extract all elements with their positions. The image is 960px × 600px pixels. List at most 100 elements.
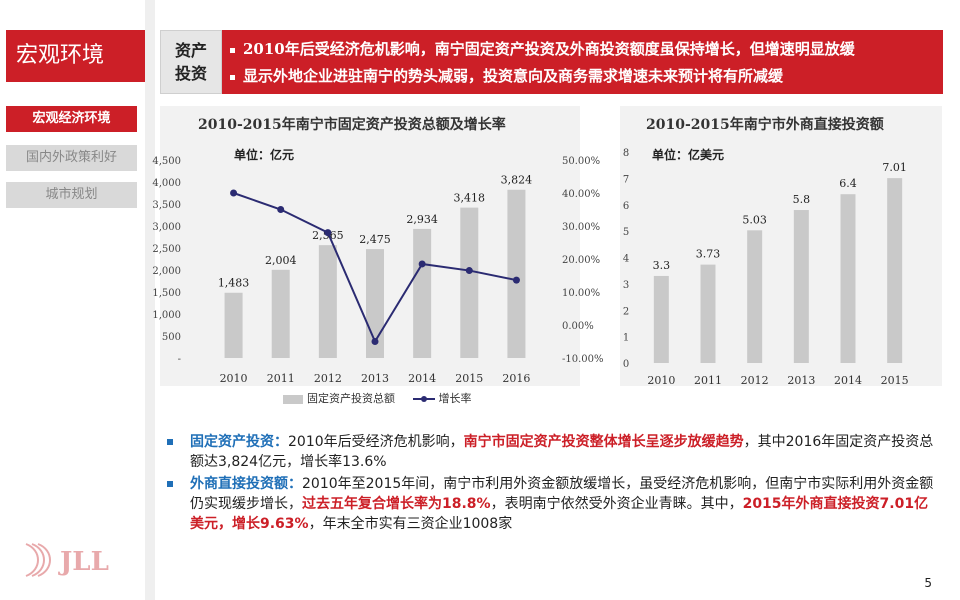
bullet-fixed-asset: 固定资产投资：2010年后受经济危机影响，南宁市固定资产投资整体增长呈逐步放缓趋… [162,432,942,472]
growth-rate-point [371,338,379,345]
sidebar-divider [145,0,155,600]
bar [653,275,669,363]
growth-rate-point [512,276,520,284]
header-point: 2010年后受经济危机影响，南宁固定资产投资及外商投资额度虽保持增长，但增速明显… [230,36,943,63]
bar-data-label: 2,004 [265,254,297,267]
header-label-line1: 资产 [174,41,207,60]
bullet-fdi: 外商直接投资额：2010年至2015年间，南宁市利用外资金额放缓增长，虽受经济危… [162,474,942,534]
x-tick-label: 2011 [267,372,295,385]
bullet-text: ，其中2016年固定资产投资总额达3,824亿元，增长率13.6% [190,434,934,470]
growth-rate-point [230,189,238,197]
header-summary: 2010年后受经济危机影响，南宁固定资产投资及外商投资额度虽保持增长，但增速明显… [222,30,943,94]
y-tick-label-right: 50.00% [562,156,600,167]
y-tick-label-right: 10.00% [562,288,600,299]
y-tick-label-right: 40.00% [562,189,600,200]
bar-data-label: 2,475 [359,233,391,246]
bar [318,245,337,358]
legend-line-label: 增长率 [438,392,472,405]
chart2-title: 2010-2015年南宁市外商直接投资额 [646,117,884,133]
y-tick-label-left: 4,000 [152,178,181,189]
y-tick-label-left: 3,500 [152,200,181,211]
growth-rate-point [324,229,332,237]
y-tick-label-left: 1,000 [152,310,181,321]
bar [840,194,856,363]
bar-data-label: 6.4 [839,177,857,190]
x-tick-label: 2015 [881,374,909,387]
page-number: 5 [924,576,932,590]
bar [460,207,479,358]
x-tick-label: 2015 [455,372,483,385]
bar-data-label: 3,824 [501,174,533,187]
header-label-line2: 投资 [174,64,207,83]
growth-rate-point [465,267,473,275]
y-tick-label: 2 [623,306,629,317]
header-point-text: 2010年后受经济危机影响，南宁固定资产投资及外商投资额度虽保持增长，但增速明显… [243,40,855,58]
analysis-text: 固定资产投资：2010年后受经济危机影响，南宁市固定资产投资整体增长呈逐步放缓趋… [162,432,942,536]
bar [224,292,243,358]
y-tick-label: 6 [623,201,629,212]
bar-data-label: 3.73 [696,248,721,261]
sidebar-item-urban-planning[interactable]: 城市规划 [6,182,137,208]
bar [507,189,526,358]
x-tick-label: 2014 [834,374,862,387]
y-tick-label-left: 3,000 [152,222,181,233]
chart2-unit: 单位：亿美元 [652,148,725,162]
y-tick-label-left: 2,000 [152,266,181,277]
y-tick-label-left: 2,500 [152,244,181,255]
x-tick-label: 2013 [361,372,389,385]
bullet-label: 外商直接投资额： [190,476,302,492]
bullet-highlight: 南宁市固定资产投资整体增长呈逐步放缓趋势 [463,434,744,450]
bullet-square-icon [230,74,235,80]
bar-data-label: 3,418 [454,192,486,205]
bullet-text: ，表明南宁依然受外资企业青睐。其中， [490,496,743,512]
y-tick-label-right: 20.00% [562,255,600,266]
y-tick-label-right: 30.00% [562,222,600,233]
growth-rate-point [418,260,426,268]
x-tick-label: 2016 [502,372,530,385]
y-tick-label-right: -10.00% [562,354,604,365]
bullet-text: ，年末全市实有三资企业1008家 [308,516,513,532]
sidebar-item-macro-economy[interactable]: 宏观经济环境 [6,106,137,132]
fixed-asset-chart: 4,500 4,000 3,500 3,000 2,500 2,000 1,500 1,000… [152,156,604,385]
bullet-label: 固定资产投资： [190,434,288,450]
growth-rate-point [277,206,285,213]
bar [887,178,903,363]
legend-bar-label: 固定资产投资总额 [307,392,395,405]
y-tick-label-left: 500 [162,332,181,343]
y-tick-label: 4 [623,254,629,265]
bar-data-label: 5.03 [742,213,767,226]
fdi-chart: 8 7 6 5 4 3 2 1 0 3.3 2010 3.73 2011 5.03 2012 5.8 2013 6… [623,148,909,387]
bar-data-label: 1,483 [218,277,250,290]
chart1-legend: 固定资产投资总额 增长率 [283,390,472,406]
jll-logo: JLL [25,543,109,577]
logo-text: JLL [58,547,109,577]
bullet-highlight: 2015年外商直接投资7.01亿美元，增长9.63% [190,496,929,532]
bar [413,228,432,358]
bar [700,264,716,363]
y-tick-label: 0 [623,359,629,370]
x-tick-label: 2011 [694,374,722,387]
bar-data-label: 7.01 [882,161,907,174]
y-tick-label: 3 [623,280,629,291]
y-tick-label-left: - [178,354,181,365]
header-label: 资产 投资 [160,30,222,94]
y-tick-label: 1 [623,333,629,344]
x-tick-label: 2010 [220,372,248,385]
bullet-highlight: 过去五年复合增长率为18.8% [302,496,491,512]
bullet-square-icon [230,47,235,53]
sidebar-item-policy[interactable]: 国内外政策利好 [6,145,137,171]
bullet-text: 2010年后受经济危机影响， [288,434,464,450]
x-tick-label: 2014 [408,372,436,385]
chart1-unit: 单位：亿元 [234,148,295,162]
bar-data-label: 2,934 [406,213,438,226]
bullet-square-icon [167,439,173,445]
y-tick-label: 7 [623,174,629,185]
x-tick-label: 2012 [314,372,342,385]
legend-line-swatch [412,396,435,402]
bullet-square-icon [167,481,173,487]
legend-bar-swatch [283,394,303,404]
chart1-title: 2010-2015年南宁市固定资产投资总额及增长率 [198,117,506,133]
y-tick-label-left: 4,500 [152,156,181,167]
bar-data-label: 5.8 [793,193,811,206]
bar-data-label: 3.3 [653,259,671,272]
